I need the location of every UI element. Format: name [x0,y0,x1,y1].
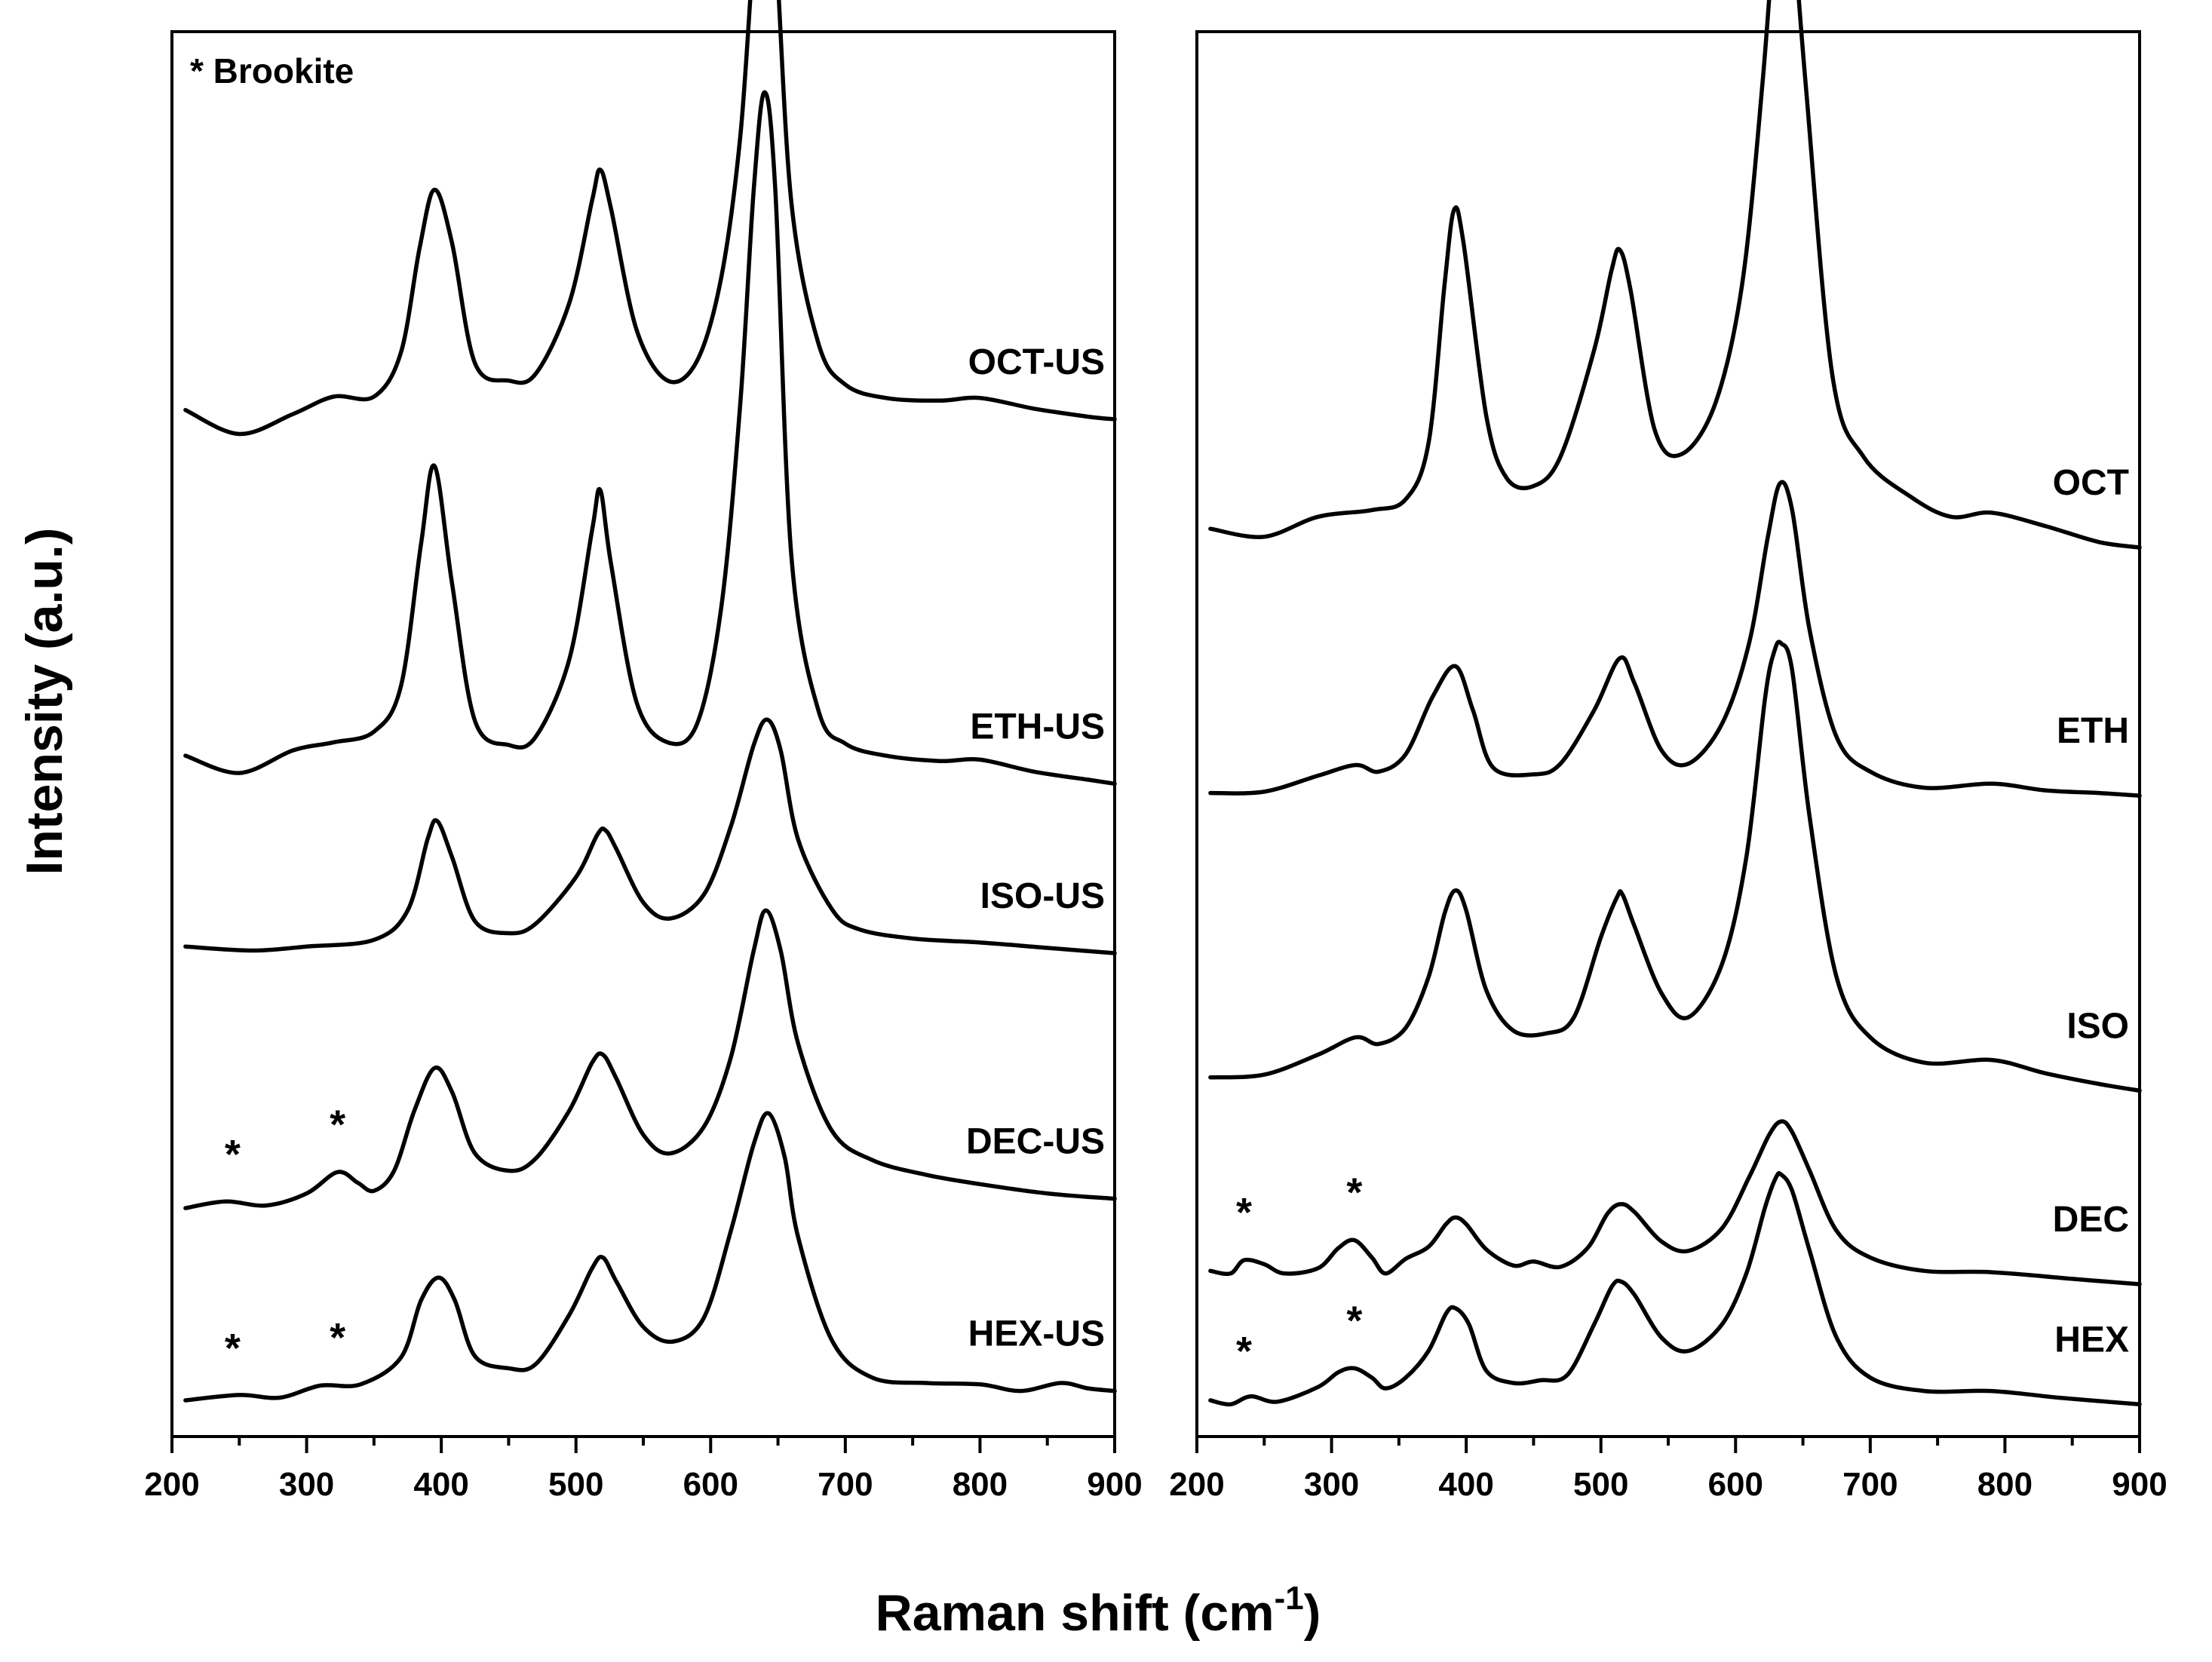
series-label-iso: ISO [2066,1006,2129,1046]
x-tick-label-right-400: 400 [1438,1466,1493,1503]
x-tick-label-left-600: 600 [683,1466,738,1503]
x-tick-label-right-800: 800 [1977,1466,2033,1503]
brookite-marker-dec-2: * [1346,1170,1362,1216]
spectrum-iso-us [183,717,1117,955]
brookite-marker-hex-2: * [1346,1299,1362,1344]
left-series-labels: OCT-US ETH-US ISO-US DEC-US HEX-US [966,342,1105,1354]
spectrum-dec-us [183,908,1117,1210]
x-axis-title-close: ) [1304,1584,1321,1642]
left-panel: 200 300 400 500 600 700 800 900 OCT-US ETH-US ISO… [144,0,1143,1503]
spectrum-iso [1208,639,2142,1093]
spectrum-dec [1208,1119,2142,1286]
series-label-hex: HEX [2054,1320,2129,1360]
x-axis-title-superscript: -1 [1275,1580,1304,1617]
brookite-marker-dec-us-1: * [225,1132,241,1177]
y-axis-title: Intensity (a.u.) [16,528,73,875]
x-tick-label-left-200: 200 [144,1466,199,1503]
spectrum-eth [1208,480,2142,798]
right-panel: 200 300 400 500 600 700 800 900 OCT ETH ISO DEC HEX… [1169,0,2168,1503]
brookite-marker-hex-us-1: * [225,1326,241,1371]
brookite-marker-dec-us-2: * [330,1102,345,1147]
right-spectra [1208,0,2142,1407]
spectrum-oct-us [183,0,1117,437]
left-brookite-markers: * * * * [225,1102,345,1370]
spectrum-oct [1208,0,2142,550]
brookite-marker-hex-1: * [1236,1329,1252,1374]
left-x-axis-ticks [170,1437,1116,1453]
x-tick-label-left-900: 900 [1087,1466,1142,1503]
x-axis-title: Raman shift (cm-1) [876,1580,1321,1642]
brookite-marker-hex-us-2: * [330,1315,345,1360]
x-tick-label-right-500: 500 [1573,1466,1628,1503]
right-series-labels: OCT ETH ISO DEC HEX [2053,463,2129,1360]
left-spectra [183,0,1117,1403]
spectrum-hex-us [183,1111,1117,1403]
series-label-iso-us: ISO-US [980,876,1105,916]
series-label-dec-us: DEC-US [966,1122,1105,1162]
brookite-marker-dec-1: * [1236,1190,1252,1235]
series-label-eth: ETH [2057,711,2129,751]
series-label-hex-us: HEX-US [968,1314,1105,1354]
left-x-axis-tick-labels: 200 300 400 500 600 700 800 900 [144,1466,1142,1503]
x-tick-label-right-300: 300 [1304,1466,1359,1503]
x-tick-label-left-300: 300 [279,1466,334,1503]
right-panel-frame [1195,30,2141,1438]
series-label-oct: OCT [2053,463,2129,503]
right-brookite-markers: * * * * [1236,1170,1362,1375]
series-label-dec: DEC [2053,1200,2129,1240]
x-tick-label-right-600: 600 [1708,1466,1763,1503]
brookite-legend: * Brookite [190,51,354,90]
x-tick-label-left-800: 800 [953,1466,1008,1503]
spectrum-hex [1208,1171,2142,1407]
series-label-eth-us: ETH-US [970,707,1105,747]
right-x-axis-tick-labels: 200 300 400 500 600 700 800 900 [1169,1466,2167,1503]
series-label-oct-us: OCT-US [968,342,1105,382]
x-tick-label-left-700: 700 [818,1466,873,1503]
x-tick-label-right-200: 200 [1169,1466,1224,1503]
x-tick-label-right-700: 700 [1842,1466,1898,1503]
x-tick-label-left-500: 500 [548,1466,603,1503]
x-axis-title-main: Raman shift (cm [876,1584,1275,1642]
x-tick-label-left-400: 400 [413,1466,468,1503]
x-tick-label-right-900: 900 [2112,1466,2167,1503]
right-x-axis-ticks [1195,1437,2141,1453]
spectrum-eth-us [183,90,1117,787]
